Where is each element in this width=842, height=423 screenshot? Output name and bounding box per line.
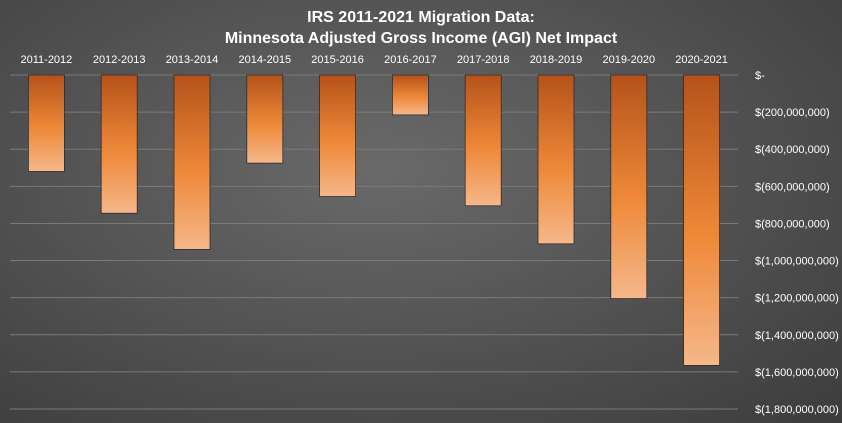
y-tick-label: $(1,600,000,000) [755, 367, 839, 379]
y-tick-label: $(1,000,000,000) [755, 256, 839, 268]
category-label: 2017-2018 [457, 54, 510, 66]
category-label: 2018-2019 [530, 54, 583, 66]
category-label: 2020-2021 [675, 54, 728, 66]
category-label: 2013-2014 [166, 54, 219, 66]
y-tick-label: $(200,000,000) [755, 107, 830, 119]
y-tick-label: $- [755, 70, 765, 82]
bar-2011-2012 [27, 74, 65, 172]
bar-2017-2018 [464, 74, 502, 207]
bar-2015-2016 [319, 74, 357, 197]
category-label: 2016-2017 [384, 54, 437, 66]
y-tick-label: $(1,800,000,000) [755, 404, 839, 416]
y-tick-label: $(1,200,000,000) [755, 293, 839, 305]
bar-2016-2017 [391, 74, 429, 116]
category-label: 2019-2020 [602, 54, 655, 66]
y-tick-label: $(600,000,000) [755, 181, 830, 193]
category-labels: 2011-2012 2012-2013 2013-2014 2014-2015 2015… [21, 54, 728, 66]
y-tick-label: $(400,000,000) [755, 144, 830, 156]
y-tick-label: $(1,400,000,000) [755, 330, 839, 342]
bars [27, 74, 720, 366]
y-tick-label: $(800,000,000) [755, 218, 830, 230]
bar-2018-2019 [537, 74, 575, 245]
y-axis-tick-labels: $- $(200,000,000) $(400,000,000) $(600,000,… [755, 70, 839, 416]
chart-title-line-2: Minnesota Adjusted Gross Income (AGI) Ne… [225, 30, 618, 47]
bar-2012-2013 [100, 74, 138, 214]
bar-2020-2021 [683, 74, 720, 366]
chart-title-line-1: IRS 2011-2021 Migration Data: [307, 9, 535, 26]
category-label: 2011-2012 [21, 54, 73, 66]
bar-2014-2015 [246, 74, 284, 164]
bar-2019-2020 [610, 74, 648, 299]
category-label: 2015-2016 [311, 54, 364, 66]
category-label: 2014-2015 [238, 54, 291, 66]
bar-2013-2014 [173, 74, 211, 250]
category-label: 2012-2013 [93, 54, 146, 66]
